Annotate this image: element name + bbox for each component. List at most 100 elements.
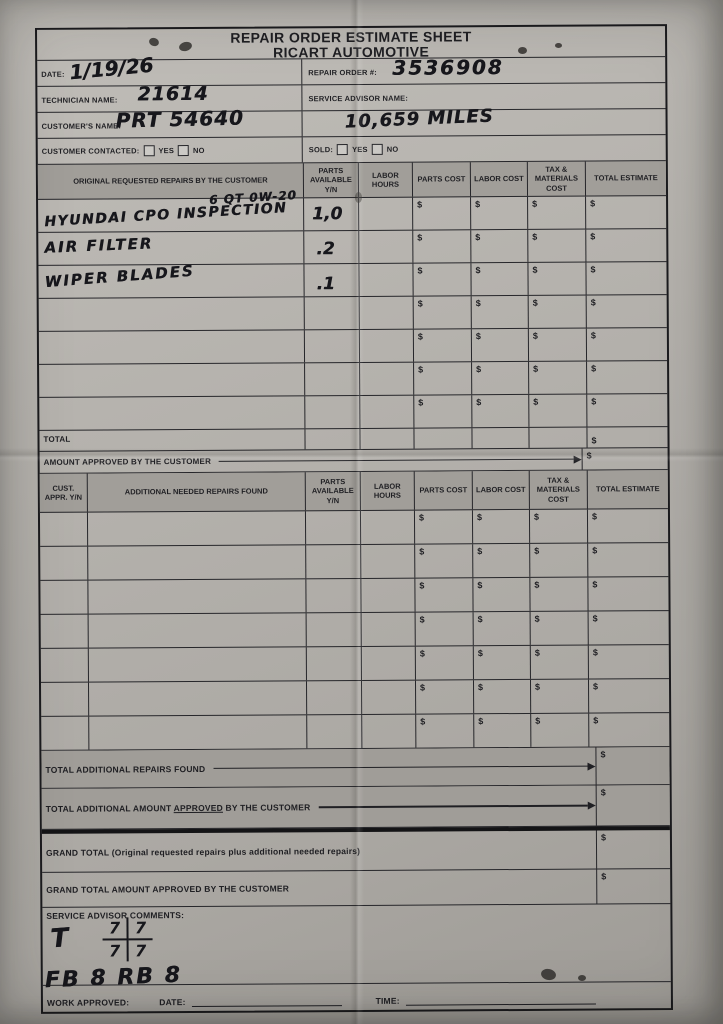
tax-cost-cell: $	[528, 394, 587, 427]
parts-available-cell	[305, 646, 361, 681]
dollar-sign: $	[475, 232, 481, 243]
total-label-cell: TOTAL	[39, 429, 304, 451]
dollar-sign: $	[417, 232, 423, 243]
labor-cost-cell: $	[471, 394, 529, 428]
parts-available-cell	[306, 714, 362, 749]
dollar-sign: $	[592, 545, 598, 556]
parts-available-cell: .2	[303, 230, 359, 264]
table-row: $ $ $ $	[38, 328, 668, 365]
handwritten-repair-3: WIPER BLADES	[44, 261, 196, 292]
repair-cell: AIR FILTER	[38, 231, 303, 265]
col-labor-cost: LABOR COST	[469, 161, 528, 197]
repair-cell	[88, 715, 307, 750]
footer-date-label: DATE:	[159, 997, 186, 1008]
parts-available-cell	[304, 510, 361, 545]
labor-hours-cell	[359, 395, 414, 428]
tax-cost-cell: $	[528, 361, 587, 394]
tax-cost-cell: $	[527, 196, 586, 229]
total-estimate-cell: $	[587, 679, 670, 713]
table-row: $ $ $ $	[39, 394, 668, 431]
tax-cost-cell: $	[530, 713, 589, 747]
repair-cell	[87, 545, 306, 580]
handwritten-customer: PRT 54640	[115, 105, 245, 133]
parts-available-cell: 1,0	[303, 197, 359, 231]
handwritten-parts-available-1: 1,0	[312, 204, 343, 225]
dollar-sign: $	[600, 749, 606, 760]
table-row: $ $ $ $	[40, 543, 669, 581]
dollar-sign: $	[600, 832, 606, 843]
cust-appr-cell	[40, 581, 87, 614]
table-row: $ $ $ $	[39, 361, 668, 398]
col-parts-available: PARTS AVAILABLE Y/N	[302, 162, 359, 198]
repair-cell: HYUNDAI CPO INSPECTION 6 QT 0W-20	[38, 188, 303, 232]
header-row-date: DATE: 1/19/26 REPAIR ORDER #: 3536908	[37, 53, 666, 87]
labor-cost-cell: $	[472, 543, 530, 578]
dollar-sign: $	[593, 715, 599, 726]
tire-tread-rear-left: 7	[102, 940, 129, 962]
dollar-sign: $	[476, 364, 482, 375]
labor-hours-cell	[360, 646, 415, 680]
repair-cell	[86, 511, 306, 546]
grand-total-approved-dollar-cell: $	[596, 869, 671, 904]
tax-cost-cell: $	[527, 262, 586, 295]
total-estimate-cell: $	[587, 577, 669, 611]
date-label: DATE:	[41, 69, 65, 79]
parts-available-cell	[305, 612, 361, 647]
grand-total-row: GRAND TOTAL (Original requested repairs …	[41, 830, 671, 873]
dollar-sign: $	[418, 364, 424, 375]
service-advisor-label: SERVICE ADVISOR NAME:	[308, 93, 409, 104]
dollar-sign: $	[478, 716, 484, 727]
dollar-sign: $	[534, 681, 541, 692]
dollar-sign: $	[533, 511, 540, 522]
handwritten-parts-available-2: .2	[316, 239, 335, 260]
col-tax-materials: TAX & MATERIALS COST	[526, 161, 586, 196]
labor-cost-cell: $	[470, 295, 528, 329]
dollar-sign: $	[420, 682, 426, 693]
tire-tread-rear-right: 7	[134, 941, 147, 961]
labor-hours-cell	[359, 362, 414, 395]
repair-cell	[39, 396, 304, 430]
dollar-sign: $	[590, 198, 596, 209]
table-row: $ $ $ $	[39, 509, 669, 547]
repair-cell	[39, 297, 304, 331]
handwritten-technician: 21614	[137, 82, 209, 106]
dollar-sign: $	[477, 614, 483, 625]
contacted-yes-label: YES	[158, 146, 175, 156]
cust-appr-cell	[41, 649, 88, 682]
dollar-sign: $	[592, 579, 598, 590]
total-estimate-cell: $	[587, 543, 669, 577]
table-row: $ $ $ $	[40, 645, 669, 683]
tax-cost-cell: $	[529, 577, 588, 611]
parts-available-cell: .1	[303, 263, 359, 297]
labor-hours-cell	[360, 680, 416, 714]
table-row: WIPER BLADES .1 $ $ $ $	[38, 261, 667, 299]
date-signature-line	[191, 995, 342, 1008]
labor-hours-cell	[360, 544, 415, 578]
total-estimate-cell: $	[585, 262, 667, 295]
total-additional-approved-dollar-cell: $	[595, 785, 670, 826]
parts-available-cell	[304, 395, 360, 429]
label-part: TOTAL ADDITIONAL AMOUNT	[45, 803, 172, 814]
dollar-sign: $	[475, 265, 481, 276]
dollar-sign: $	[590, 231, 596, 242]
col-parts-cost: PARTS COST	[411, 162, 471, 197]
contacted-no-checkbox	[178, 145, 190, 157]
grand-total-approved-row: GRAND TOTAL AMOUNT APPROVED BY THE CUSTO…	[42, 869, 671, 908]
labor-cost-cell: $	[470, 262, 528, 296]
dollar-sign: $	[592, 613, 598, 624]
dollar-sign: $	[534, 613, 540, 624]
total-estimate-cell: $	[585, 295, 667, 328]
col-labor-hours: LABOR HOURS	[357, 162, 413, 197]
parts-cost-cell: $	[412, 296, 471, 329]
dollar-sign: $	[590, 264, 596, 275]
col-parts-cost: PARTS COST	[413, 471, 472, 510]
cust-appr-cell	[41, 615, 88, 648]
sold-cell: SOLD: YES NO	[303, 135, 666, 162]
handwritten-repair-order-number: 3536908	[392, 55, 504, 80]
header-row-contacted: CUSTOMER CONTACTED: YES NO SOLD: YES NO	[37, 135, 666, 165]
dollar-sign: $	[419, 648, 425, 659]
total-additional-found-dollar-cell: $	[595, 747, 670, 785]
total-estimate-cell: $	[586, 361, 668, 394]
dollar-sign: $	[600, 787, 606, 798]
cust-appr-cell	[40, 547, 87, 580]
